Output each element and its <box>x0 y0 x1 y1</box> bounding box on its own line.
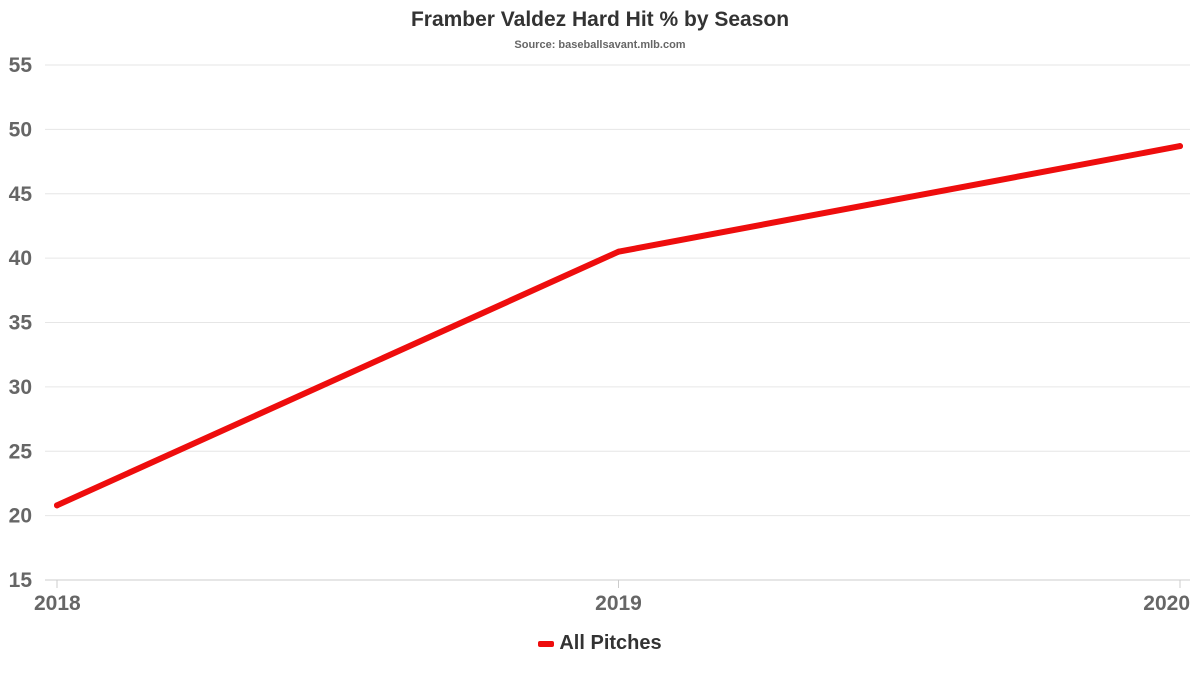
x-tick-label-2019: 2019 <box>595 592 642 615</box>
series-layer <box>54 143 1183 509</box>
x-tick-label-2020: 2020 <box>1143 592 1190 615</box>
y-tick-label-15: 15 <box>9 569 33 592</box>
legend-label-all-pitches: All Pitches <box>559 632 662 654</box>
y-tick-label-20: 20 <box>9 505 32 528</box>
data-point-2019[interactable] <box>615 248 622 255</box>
y-tick-label-45: 45 <box>9 183 33 206</box>
y-tick-label-55: 55 <box>9 54 33 77</box>
y-tick-label-30: 30 <box>9 376 32 399</box>
x-tick-label-2018: 2018 <box>34 592 81 615</box>
data-point-2018[interactable] <box>54 502 60 509</box>
y-tick-label-35: 35 <box>9 312 33 335</box>
chart-title: Framber Valdez Hard Hit % by Season <box>410 8 790 31</box>
axes <box>45 579 1190 588</box>
chart-subtitle: Source: baseballsavant.mlb.com <box>514 39 686 51</box>
data-point-2020[interactable] <box>1177 143 1183 150</box>
y-tick-label-25: 25 <box>9 440 33 463</box>
legend[interactable]: All Pitches <box>0 632 1200 655</box>
y-tick-label-50: 50 <box>9 118 32 141</box>
gridlines <box>45 64 1190 517</box>
tick-labels: 15 20 25 30 35 40 45 50 55 2018 2019 2020 <box>9 54 1190 615</box>
y-tick-label-40: 40 <box>9 247 32 270</box>
legend-swatch <box>538 640 555 647</box>
